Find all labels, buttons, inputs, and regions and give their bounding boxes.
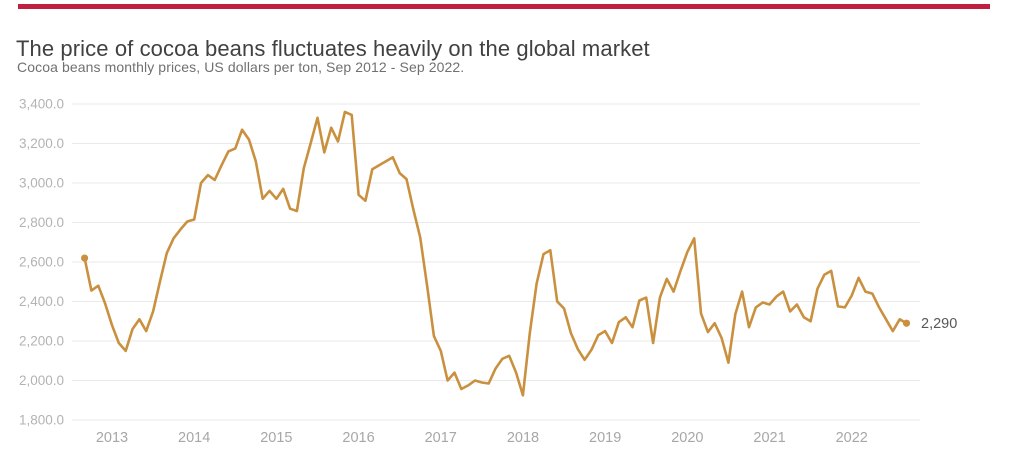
y-axis-tick-label: 2,000.0 [19, 373, 64, 388]
y-axis-tick-label: 2,200.0 [19, 334, 64, 349]
price-line [83, 110, 908, 397]
y-axis-tick-label: 3,000.0 [19, 176, 64, 191]
y-axis-tick-label: 2,400.0 [19, 294, 64, 309]
y-axis-tick-label: 1,800.0 [19, 413, 64, 428]
series-end-dot [902, 319, 911, 327]
x-axis-tick-label: 2015 [260, 430, 292, 446]
x-axis-tick-label: 2020 [671, 430, 703, 446]
page-title: The price of cocoa beans fluctuates heav… [16, 35, 650, 61]
x-axis-tick-label: 2021 [753, 430, 785, 446]
y-axis-tick-label: 2,800.0 [19, 215, 64, 230]
x-axis-tick-label: 2018 [507, 430, 539, 446]
accent-bar [18, 4, 990, 9]
y-axis-tick-label: 2,600.0 [19, 255, 64, 270]
series-start-dot [81, 254, 89, 262]
x-axis-tick-label: 2014 [178, 430, 210, 446]
x-axis-tick-label: 2013 [96, 430, 128, 446]
end-value-label: 2,290 [921, 316, 957, 332]
y-axis-tick-label: 3,400.0 [19, 97, 64, 112]
x-axis-tick-label: 2022 [836, 430, 868, 446]
x-axis-tick-label: 2017 [425, 430, 457, 446]
x-axis-tick-label: 2019 [589, 430, 621, 446]
x-axis-tick-label: 2016 [342, 430, 374, 446]
y-axis-tick-label: 3,200.0 [19, 136, 64, 151]
page-subtitle: Cocoa beans monthly prices, US dollars p… [17, 59, 465, 75]
